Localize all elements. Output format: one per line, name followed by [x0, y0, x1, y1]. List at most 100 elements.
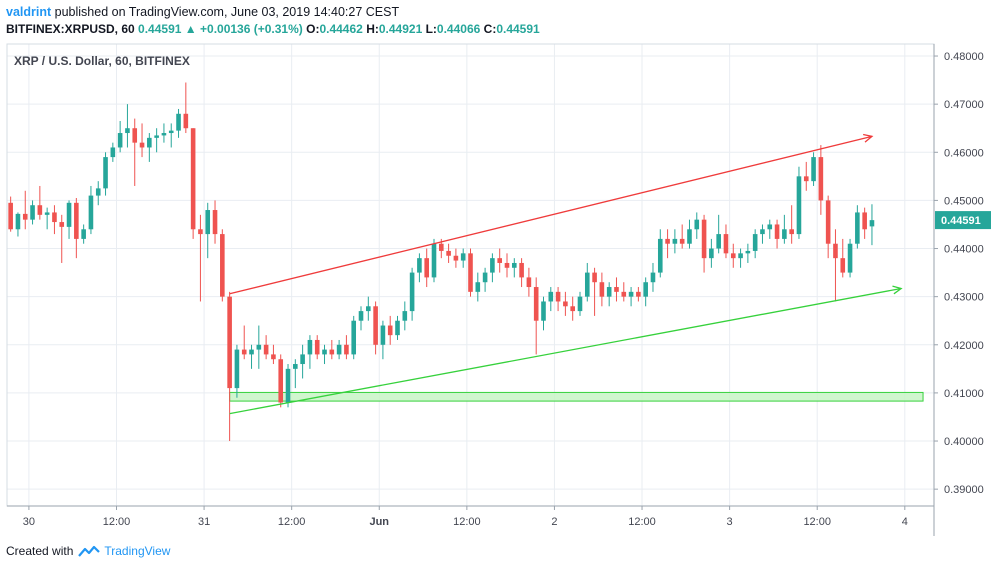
- candle-down: [701, 214, 707, 273]
- candle-down: [344, 335, 349, 360]
- candle-body: [110, 147, 116, 158]
- candle-body: [723, 234, 729, 254]
- candle-up: [511, 258, 517, 278]
- candle-body: [643, 282, 648, 297]
- candle-body: [117, 133, 123, 148]
- price-axis[interactable]: 0.48000 0.47000 0.46000 0.45000 0.44000 0.430…: [934, 51, 991, 496]
- candle-down: [271, 344, 276, 365]
- candle-down: [621, 282, 627, 302]
- candle-body: [679, 238, 685, 244]
- candle-body: [621, 291, 627, 297]
- candle-body: [198, 229, 203, 235]
- candle-body: [358, 311, 364, 321]
- current-price-badge: [935, 211, 991, 230]
- candle-up: [811, 152, 816, 186]
- candle-up: [417, 253, 422, 283]
- candle-body: [417, 258, 422, 273]
- candle-up: [402, 301, 408, 331]
- candle-up: [475, 272, 481, 302]
- candle-body: [168, 130, 174, 134]
- author-name[interactable]: valdrint: [6, 5, 52, 19]
- candle-body: [15, 213, 21, 230]
- candle-body: [147, 137, 152, 148]
- candle-body: [139, 142, 145, 148]
- price-change: +0.00136 (+0.31%): [200, 22, 303, 36]
- candle-body: [322, 349, 327, 355]
- candle-up: [168, 123, 174, 148]
- candle-down: [723, 224, 729, 259]
- candle-up: [460, 248, 466, 268]
- candle-up: [694, 212, 700, 239]
- candle-body: [439, 243, 444, 251]
- candle-up: [380, 320, 386, 360]
- footer: Created with TradingView: [6, 544, 170, 558]
- candle-up: [672, 229, 678, 254]
- price-tick-label: 0.44000: [944, 244, 984, 256]
- candle-down: [519, 258, 524, 288]
- price-tick-label: 0.45000: [944, 195, 984, 207]
- publish-line: valdrint published on TradingView.com, J…: [6, 5, 399, 19]
- candle-up: [738, 248, 743, 268]
- time-tick-label: 31: [198, 516, 210, 528]
- candle-body: [577, 296, 583, 312]
- candle-body: [373, 306, 378, 345]
- candle-up: [767, 219, 773, 239]
- candle-body: [650, 272, 656, 283]
- time-tick-label: 12:00: [628, 516, 656, 528]
- candle-body: [88, 195, 94, 230]
- candle-body: [380, 325, 386, 345]
- candle-body: [154, 135, 159, 138]
- candle-body: [176, 113, 181, 131]
- candle-body: [526, 277, 532, 288]
- candle-body: [329, 349, 335, 355]
- price-tick-label: 0.42000: [944, 340, 984, 352]
- candle-up: [336, 339, 342, 360]
- candle-down: [774, 219, 780, 249]
- candle-down: [599, 272, 605, 307]
- chart-title: XRP / U.S. Dollar, 60, BITFINEX: [14, 54, 190, 68]
- candle-down: [227, 291, 232, 442]
- candle-up: [577, 291, 583, 316]
- candle-down: [563, 291, 568, 316]
- candle-body: [862, 212, 867, 230]
- candle-up: [300, 344, 305, 379]
- candle-down: [570, 296, 575, 321]
- close-label: C:: [483, 22, 497, 36]
- candle-up: [395, 315, 400, 340]
- support-line: [229, 287, 902, 415]
- candle-down: [614, 277, 619, 302]
- candle-body: [241, 349, 247, 355]
- candle-down: [789, 205, 794, 244]
- candle-body: [256, 344, 262, 350]
- candle-up: [307, 335, 313, 369]
- candle-up: [249, 344, 254, 369]
- candle-down: [183, 82, 189, 134]
- candle-body: [716, 234, 721, 249]
- low-label: L:: [425, 22, 437, 36]
- candle-down: [803, 161, 809, 191]
- candle-body: [657, 238, 663, 273]
- candle-body: [409, 272, 415, 312]
- created-with-text: Created with: [6, 544, 74, 558]
- price-tick-label: 0.46000: [944, 147, 984, 159]
- candle-body: [636, 291, 641, 297]
- price-tick-label: 0.40000: [944, 436, 984, 448]
- symbol-interval: BITFINEX:XRPUSD, 60: [6, 22, 135, 36]
- candle-up: [256, 325, 262, 369]
- candle-up: [606, 282, 612, 307]
- candle-down: [132, 118, 138, 186]
- candle-body: [570, 306, 575, 312]
- candle-body: [584, 272, 590, 297]
- candle-body: [825, 200, 831, 244]
- candle-body: [460, 253, 466, 261]
- time-axis[interactable]: 30 12:00 31 12:00 Jun 12:00 2 12:00 3 12:00 4: [23, 506, 908, 528]
- tradingview-brand[interactable]: TradingView: [104, 544, 171, 558]
- candle-body: [249, 349, 254, 355]
- candle-body: [592, 272, 597, 283]
- time-tick-label: 30: [23, 516, 35, 528]
- candle-up: [147, 133, 152, 162]
- candle-up: [15, 212, 21, 237]
- candle-down: [59, 214, 65, 263]
- tradingview-logo-icon: [78, 545, 101, 557]
